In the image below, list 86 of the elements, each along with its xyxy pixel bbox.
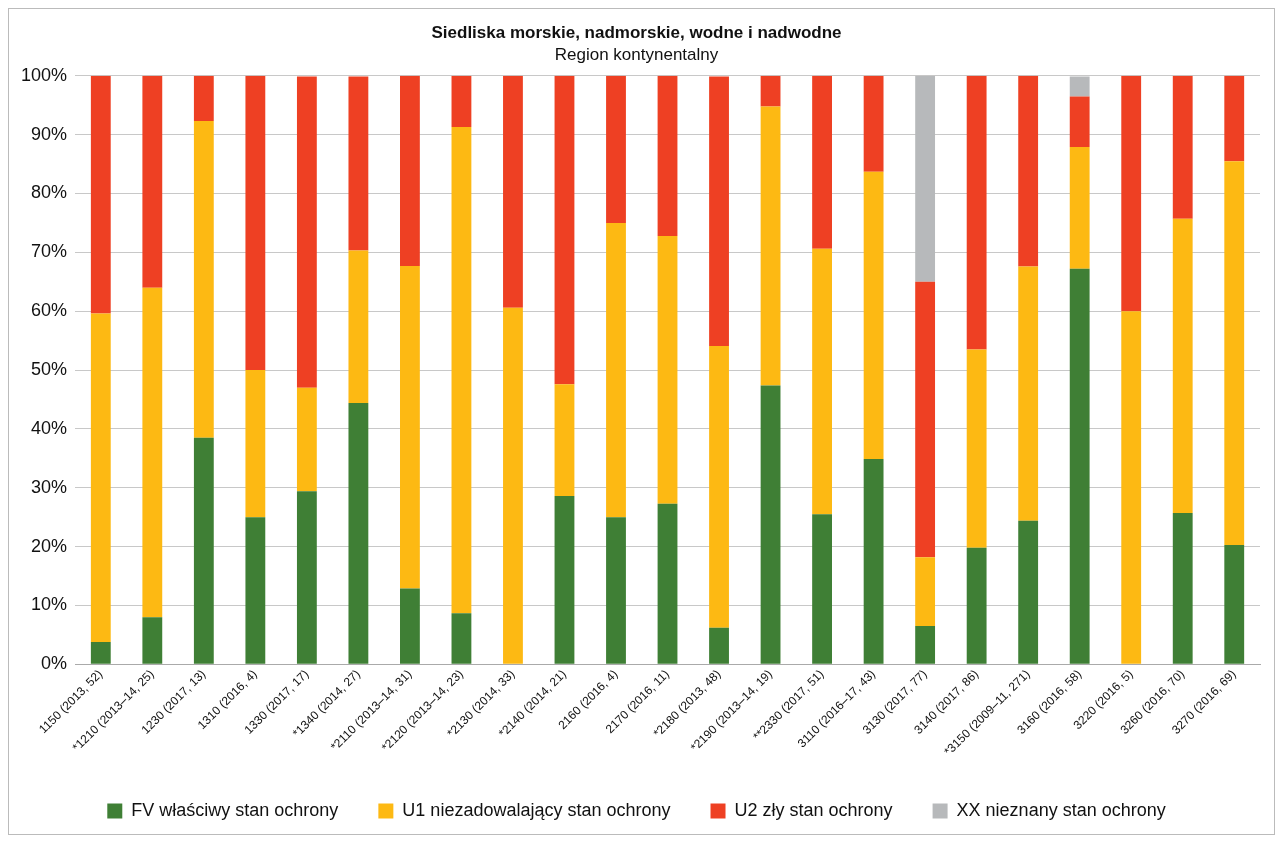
bar [400,588,420,664]
bar [1018,266,1039,521]
bar [1172,218,1193,514]
bar [1224,544,1245,664]
bar [812,514,832,664]
bar [760,75,781,107]
bar [966,349,987,548]
bar [296,387,317,492]
y-tick-label: 10% [31,594,68,615]
bar [1069,96,1090,148]
bar [657,235,678,504]
bar [1224,161,1245,545]
bar [1121,75,1142,312]
bar [863,458,884,664]
bar [709,345,729,628]
bar [1069,268,1090,664]
bar [193,437,214,664]
bar [1172,75,1193,219]
bar [451,127,472,614]
bar [1069,147,1090,269]
bar [760,385,781,664]
bar [657,75,678,236]
bar [348,250,369,404]
bar [1121,311,1142,664]
bar [1224,75,1245,162]
bar [1018,75,1039,267]
bar [400,265,420,589]
bar [400,75,420,266]
bar [657,503,678,664]
bar [812,248,832,515]
legend-label: U2 zły stan ochrony [734,799,893,820]
bar [193,121,214,438]
bar [1172,513,1193,664]
bar [503,307,523,664]
bar [348,403,369,664]
bar [709,76,729,346]
chart-title: Siedliska morskie, nadmorskie, wodne i nadwodne [431,22,842,42]
chart-subtitle: Region kontynentalny [554,45,719,65]
bar [606,517,626,664]
bar [245,75,266,371]
bar [915,281,936,558]
y-tick-label: 20% [31,535,68,556]
y-tick-label: 80% [31,182,68,203]
y-tick-label: 50% [31,359,68,380]
bar [348,76,369,251]
y-tick-label: 30% [31,476,68,497]
y-tick-label: 60% [31,300,68,321]
bar [709,627,729,664]
legend-label: U1 niezadowalający stan ochrony [402,799,671,820]
bar [193,75,214,122]
bar [1018,520,1039,664]
bar [966,547,987,664]
bar [554,384,575,497]
bar [606,222,626,518]
bar [554,75,575,385]
y-tick-label: 70% [31,241,68,262]
bar [915,557,936,627]
bar [296,76,317,388]
bar [245,370,266,518]
y-tick-label: 40% [31,417,68,438]
bar [142,617,163,664]
bar [503,75,523,308]
bar [606,75,626,223]
bar [90,641,111,664]
bar [812,75,832,249]
y-tick-label: 90% [31,123,68,144]
bar [915,75,936,282]
bar [915,626,936,664]
bar [554,496,575,664]
legend-label: XX nieznany stan ochrony [956,799,1166,820]
legend-label: FV właściwy stan ochrony [131,799,339,820]
bar [90,313,111,642]
y-tick-label: 100% [20,64,68,85]
bar [863,171,884,459]
bar [966,75,987,350]
bar [142,287,163,618]
bar [451,75,472,127]
bar [296,491,317,664]
bar [451,613,472,664]
bar [90,75,111,314]
bar [863,75,884,172]
bar [245,517,266,664]
bar [1069,76,1090,97]
bar [142,75,163,288]
bar [760,106,781,386]
y-tick-label: 0% [41,653,68,674]
